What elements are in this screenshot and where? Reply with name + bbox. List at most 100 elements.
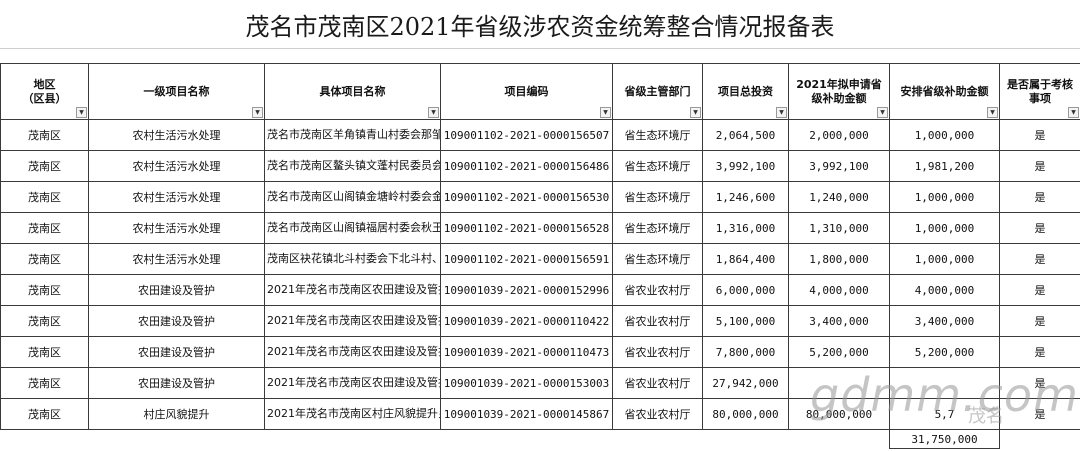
cell-assess[interactable]: 是 [999, 243, 1080, 275]
cell-apply[interactable]: 5,200,000 [788, 336, 890, 368]
cell-assess[interactable]: 是 [999, 336, 1080, 368]
cell-total[interactable]: 6,000,000 [702, 274, 789, 306]
cell-assess[interactable]: 是 [999, 305, 1080, 337]
header-grant[interactable]: 安排省级补助金额 ▼ [889, 63, 1000, 120]
cell-apply[interactable]: 80,000,000 [788, 398, 890, 430]
filter-dropdown-icon[interactable]: ▼ [877, 107, 888, 118]
cell-code[interactable]: 109001039-2021-0000152996 [440, 274, 613, 306]
cell-category[interactable]: 农田建设及管护 [88, 367, 265, 399]
cell-project[interactable]: 2021年茂名市茂南区农田建设及管护——鳌头镇高标准农田建设 [264, 305, 441, 337]
sum-total[interactable]: 31,750,000 [889, 429, 1000, 449]
header-apply[interactable]: 2021年拟申请省级补助金额 ▼ [788, 63, 890, 120]
cell-category[interactable]: 农村生活污水处理 [88, 243, 265, 275]
cell-dept[interactable]: 省生态环境厅 [612, 243, 703, 275]
cell-grant[interactable]: 1,981,200 [889, 150, 1000, 182]
cell-apply[interactable]: 3,992,100 [788, 150, 890, 182]
cell-region[interactable]: 茂南区 [0, 243, 89, 275]
cell-category[interactable]: 农村生活污水处理 [88, 150, 265, 182]
cell-grant[interactable]: 1,000,000 [889, 119, 1000, 151]
cell-total[interactable]: 1,864,400 [702, 243, 789, 275]
filter-dropdown-icon[interactable]: ▼ [76, 107, 87, 118]
cell-assess[interactable]: 是 [999, 181, 1080, 213]
cell-grant[interactable]: 4,000,000 [889, 274, 1000, 306]
cell-code[interactable]: 109001102-2021-0000156486 [440, 150, 613, 182]
cell-dept[interactable]: 省农业农村厅 [612, 398, 703, 430]
cell-grant[interactable]: 1,000,000 [889, 212, 1000, 244]
cell-region[interactable]: 茂南区 [0, 212, 89, 244]
cell-dept[interactable]: 省农业农村厅 [612, 274, 703, 306]
cell-code[interactable]: 109001102-2021-0000156591 [440, 243, 613, 275]
cell-code[interactable]: 109001102-2021-0000156507 [440, 119, 613, 151]
cell-total[interactable]: 5,100,000 [702, 305, 789, 337]
cell-category[interactable]: 农村生活污水处理 [88, 212, 265, 244]
cell-project[interactable]: 2021年茂名市茂南区农田建设及管护——金塘镇高标准农田建设 [264, 367, 441, 399]
cell-category[interactable]: 村庄风貌提升 [88, 398, 265, 430]
cell-code[interactable]: 109001102-2021-0000156530 [440, 181, 613, 213]
cell-code[interactable]: 109001102-2021-0000156528 [440, 212, 613, 244]
cell-grant[interactable]: 3,400,000 [889, 305, 1000, 337]
cell-total[interactable]: 1,316,000 [702, 212, 789, 244]
cell-project[interactable]: 茂名市茂南区山阁镇金塘岭村委会金塘岭村环境综合整治 [264, 181, 441, 213]
cell-assess[interactable]: 是 [999, 212, 1080, 244]
header-region[interactable]: 地区 （区县） ▼ [0, 63, 89, 120]
cell-project[interactable]: 2021年茂名市茂南区村庄风貌提升乡村振兴示范带--精彩100里（农 [264, 398, 441, 430]
cell-region[interactable]: 茂南区 [0, 150, 89, 182]
cell-apply[interactable]: 3,400,000 [788, 305, 890, 337]
cell-project[interactable]: 茂名市茂南区山阁镇福居村委会秋王车村环境综合整治 [264, 212, 441, 244]
cell-code[interactable]: 109001039-2021-0000145867 [440, 398, 613, 430]
cell-grant[interactable]: 1,000,000 [889, 181, 1000, 213]
header-total[interactable]: 项目总投资 ▼ [702, 63, 789, 120]
cell-dept[interactable]: 省农业农村厅 [612, 305, 703, 337]
filter-dropdown-icon[interactable]: ▼ [690, 107, 701, 118]
cell-region[interactable]: 茂南区 [0, 274, 89, 306]
cell-category[interactable]: 农村生活污水处理 [88, 181, 265, 213]
filter-dropdown-icon[interactable]: ▼ [987, 107, 998, 118]
filter-dropdown-icon[interactable]: ▼ [776, 107, 787, 118]
header-dept[interactable]: 省级主管部门 ▼ [612, 63, 703, 120]
cell-region[interactable]: 茂南区 [0, 398, 89, 430]
cell-total[interactable]: 7,800,000 [702, 336, 789, 368]
cell-region[interactable]: 茂南区 [0, 305, 89, 337]
cell-code[interactable]: 109001039-2021-0000110473 [440, 336, 613, 368]
header-assess[interactable]: 是否属于考核事项 ▼ [999, 63, 1080, 120]
header-code[interactable]: 项目编码 ▼ [440, 63, 613, 120]
cell-total[interactable]: 80,000,000 [702, 398, 789, 430]
cell-code[interactable]: 109001039-2021-0000153003 [440, 367, 613, 399]
cell-project[interactable]: 茂名市茂南区鳌头镇文蓬村民委员会文蓬村环境综合整治工程 [264, 150, 441, 182]
cell-region[interactable]: 茂南区 [0, 367, 89, 399]
cell-region[interactable]: 茂南区 [0, 336, 89, 368]
cell-dept[interactable]: 省农业农村厅 [612, 367, 703, 399]
cell-apply[interactable]: 1,310,000 [788, 212, 890, 244]
header-category[interactable]: 一级项目名称 ▼ [88, 63, 265, 120]
cell-region[interactable]: 茂南区 [0, 119, 89, 151]
cell-total[interactable]: 1,246,600 [702, 181, 789, 213]
filter-dropdown-icon[interactable]: ▼ [1068, 107, 1079, 118]
cell-dept[interactable]: 省生态环境厅 [612, 212, 703, 244]
cell-grant[interactable]: 1,000,000 [889, 243, 1000, 275]
cell-assess[interactable]: 是 [999, 398, 1080, 430]
cell-assess[interactable]: 是 [999, 274, 1080, 306]
cell-total[interactable]: 27,942,000 [702, 367, 789, 399]
filter-dropdown-icon[interactable]: ▼ [252, 107, 263, 118]
cell-apply[interactable]: 2,000,000 [788, 119, 890, 151]
cell-category[interactable]: 农村生活污水处理 [88, 119, 265, 151]
cell-dept[interactable]: 省农业农村厅 [612, 336, 703, 368]
cell-assess[interactable]: 是 [999, 367, 1080, 399]
cell-apply[interactable]: 1,240,000 [788, 181, 890, 213]
cell-code[interactable]: 109001039-2021-0000110422 [440, 305, 613, 337]
cell-total[interactable]: 3,992,100 [702, 150, 789, 182]
cell-project[interactable]: 2021年茂名市茂南区农田建设及管护——镇盛镇高标准农田建设 [264, 336, 441, 368]
cell-assess[interactable]: 是 [999, 119, 1080, 151]
header-project[interactable]: 具体项目名称 ▼ [264, 63, 441, 120]
cell-apply[interactable] [788, 367, 890, 399]
cell-project[interactable]: 茂名市茂南区羊角镇青山村委会那邹村农村环境综合整治项目 [264, 119, 441, 151]
cell-grant[interactable]: 5,7 [889, 398, 1000, 430]
cell-total[interactable]: 2,064,500 [702, 119, 789, 151]
cell-project[interactable]: 2021年茂名市茂南区农田建设及管护——公馆镇高标准农田建设 [264, 274, 441, 306]
filter-dropdown-icon[interactable]: ▼ [428, 107, 439, 118]
cell-category[interactable]: 农田建设及管护 [88, 274, 265, 306]
cell-assess[interactable]: 是 [999, 150, 1080, 182]
cell-apply[interactable]: 4,000,000 [788, 274, 890, 306]
cell-category[interactable]: 农田建设及管护 [88, 336, 265, 368]
filter-dropdown-icon[interactable]: ▼ [600, 107, 611, 118]
